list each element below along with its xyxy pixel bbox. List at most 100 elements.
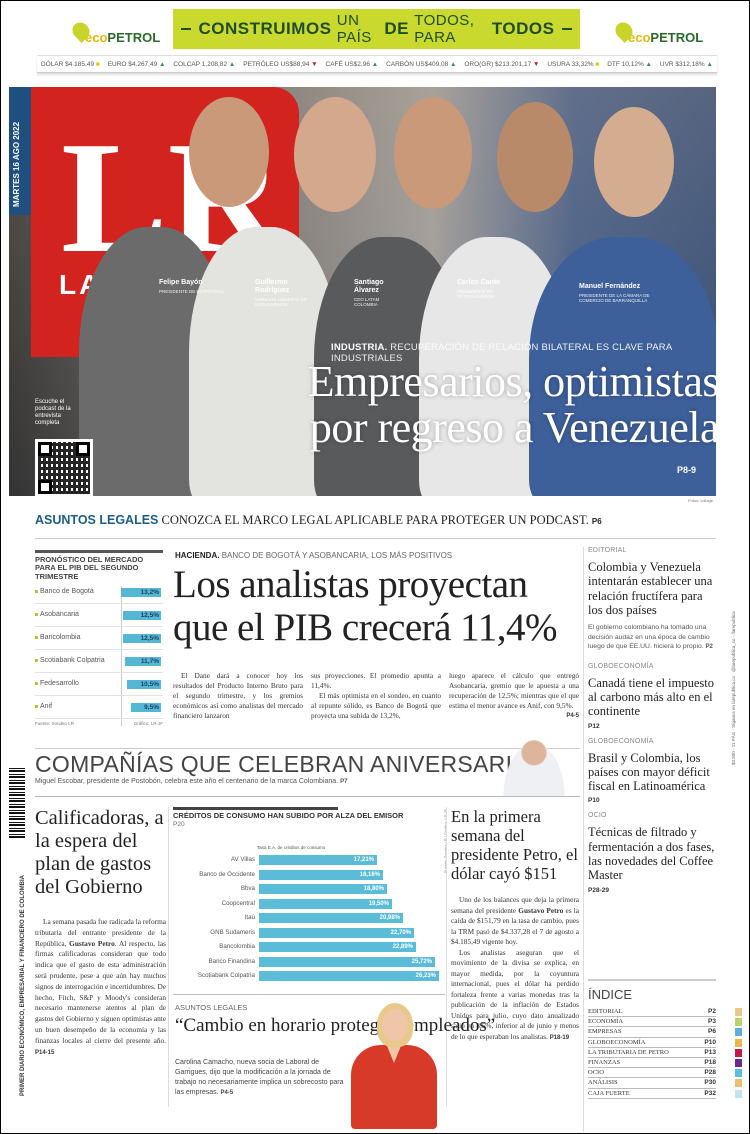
index-row[interactable]: ANÁLISIS P30 xyxy=(588,1078,742,1089)
color-swatch-icon xyxy=(735,1038,742,1047)
up-arrow-icon: ▲ xyxy=(371,60,379,68)
person-caption: Santiago Álvarez CEO LATAM COLOMBIA xyxy=(354,279,384,308)
color-swatch-icon xyxy=(735,1079,742,1088)
right-column: EDITORIAL Colombia y Venezuela intentará… xyxy=(588,547,716,902)
calificadoras-body: La semana pasada fue radicada la reforma… xyxy=(35,917,166,1056)
chart-bar-row: AV Villas 17,21% xyxy=(173,853,443,868)
ticker-item: CAFÉ US$2,96 ▲ xyxy=(325,60,379,68)
ad-banner[interactable]: CONSTRUIMOS UN PAÍS DE TODOS, PARA TODOS xyxy=(173,9,580,49)
person-head xyxy=(294,97,376,212)
edition-tagline: PRIMER DIARIO ECONÓMICO, EMPRESARIAL Y F… xyxy=(20,874,26,1096)
forecast-row: Bancolombia 12,5% xyxy=(35,627,163,650)
person-head xyxy=(394,97,472,209)
page-reference: P8-9 xyxy=(676,465,696,475)
globoeconomia-teaser[interactable]: GLOBOECONOMÍA Canadá tiene el impuesto a… xyxy=(588,662,715,730)
horario-kicker: ASUNTOS LEGALES xyxy=(175,1003,248,1012)
person-head xyxy=(497,102,573,212)
up-arrow-icon: ▲ xyxy=(228,60,236,68)
column-rule xyxy=(583,547,584,1132)
axis-label: Tasa E.A. de créditos de consumo xyxy=(257,845,326,850)
pib-body: El Dane dará a conocer hoy los resultado… xyxy=(173,671,579,720)
index-row[interactable]: ECONOMÍA P3 xyxy=(588,1017,742,1028)
chart-bar-row: Bancolombia 22,89% xyxy=(173,940,443,955)
color-swatch-icon xyxy=(735,1008,742,1016)
dolar-headline[interactable]: En la primera semana del presidente Petr… xyxy=(451,807,578,883)
ticker-item: USURA 33,32% ■ xyxy=(547,60,600,68)
divider xyxy=(35,538,716,539)
horario-headline[interactable]: “Cambio en horario protege a empleados” xyxy=(175,1015,496,1036)
podcast-caption: Escuche el podcast de la entrevista comp… xyxy=(35,399,71,426)
forecast-row: Scotiabank Colpatria 11,7% xyxy=(35,650,163,673)
ticker-item: DTF 10,12% ▲ xyxy=(607,60,652,68)
ticker-item: UVR $312,18% ▲ xyxy=(659,60,713,68)
index-row[interactable]: GLOBOECONOMÍA P10 xyxy=(588,1038,742,1048)
dash-decoration xyxy=(562,28,572,30)
chart-bar-row: GNB Sudameris 22,70% xyxy=(173,926,443,941)
consumer-credit-chart: CRÉDITOS DE CONSUMO HAN SUBIDO POR ALZA … xyxy=(173,807,448,981)
forecast-row: Anif 9,5% xyxy=(35,696,163,719)
editorial-teaser[interactable]: EDITORIAL Colombia y Venezuela intentará… xyxy=(588,547,713,651)
color-swatch-icon xyxy=(735,1028,742,1037)
cover-photo[interactable]: LR LA R MARTES 16 AGO 2022 Felipe BayónP… xyxy=(9,87,716,496)
divider xyxy=(173,994,445,995)
barcode-icon xyxy=(9,766,25,838)
person-caption: Manuel Fernández PRESIDENTE DE LA CÁMARA … xyxy=(579,283,650,304)
portrait-photo xyxy=(345,1001,441,1129)
person-caption: Felipe Bayón PRESIDENTE DE ECOPETROL xyxy=(159,279,225,295)
index-row[interactable]: FINANZAS P18 xyxy=(588,1058,742,1069)
column-rule xyxy=(446,807,447,1107)
globoeconomia-teaser[interactable]: GLOBOECONOMÍA Brasil y Colombia, los paí… xyxy=(588,737,710,805)
portrait-photo xyxy=(499,736,569,796)
color-swatch-icon xyxy=(735,1048,742,1057)
pib-headline[interactable]: Los analistas proyectan que el PIB crece… xyxy=(173,563,557,649)
index-row[interactable]: CAJA FUERTE P32 xyxy=(588,1089,742,1099)
person-head xyxy=(594,107,674,217)
person-silhouette xyxy=(529,237,716,496)
chart-bar-row: Coopcentral 19,50% xyxy=(173,897,443,912)
photo-credit: Fotos: collage xyxy=(688,498,713,503)
ocio-teaser[interactable]: OCIO Técnicas de filtrado y fermentación… xyxy=(588,812,715,894)
index-table: ÍNDICE EDITORIAL P2 ECONOMÍA P3 EMPRESAS P6… xyxy=(588,979,742,1099)
price-social-info: $3.500 · 11 PÁG · Síganos en larepublica… xyxy=(731,611,736,765)
color-swatch-icon xyxy=(735,1089,742,1098)
ticker-item: DÓLAR $4.185,49 ■ xyxy=(40,60,100,68)
aniversarios-subtitle: Miguel Escobar, presidente de Postobón, … xyxy=(35,778,348,785)
ticker-item: COLCAP 1.208,82 ▲ xyxy=(173,60,236,68)
down-arrow-icon: ▼ xyxy=(311,60,318,68)
index-row[interactable]: LA TRIBUTARIA DE PETRO P13 xyxy=(588,1048,742,1058)
divider xyxy=(35,796,580,797)
index-row[interactable]: EDITORIAL P2 xyxy=(588,1007,742,1018)
flat-indicator-icon: ■ xyxy=(595,60,600,68)
forecast-row: Fedesarrollo 10,5% xyxy=(35,673,163,696)
pib-kicker: HACIENDA. BANCO DE BOGOTÁ Y ASOBANCARIA,… xyxy=(175,551,453,560)
person-caption: Guillermo Rodríguez GERENTE GENERAL DE MO… xyxy=(255,279,307,308)
column-rule xyxy=(168,807,169,1107)
calificadoras-headline[interactable]: Calificadoras, a la espera del plan de g… xyxy=(35,807,164,898)
gdp-forecast-table: PRONÓSTICO DEL MERCADO PARA EL PIB DEL S… xyxy=(35,550,163,726)
cover-kicker: INDUSTRIA. RECUPERACIÓN DE RELACIÓN BILA… xyxy=(331,342,672,364)
color-swatch-icon xyxy=(735,1069,742,1078)
ecopetrol-logo-left: eco PETROL xyxy=(68,18,160,51)
chart-bar-row: Banco Finandina 25,72% xyxy=(173,955,443,970)
forecast-row: Banco de Bogotá 13,2% xyxy=(35,581,163,604)
forecast-row: Asobancaria 12,5% xyxy=(35,604,163,627)
index-row[interactable]: EMPRESAS P6 xyxy=(588,1027,742,1038)
index-row[interactable]: OCIO P28 xyxy=(588,1068,742,1079)
up-arrow-icon: ▲ xyxy=(706,60,713,68)
color-swatch-icon xyxy=(735,1058,742,1067)
up-arrow-icon: ▲ xyxy=(159,60,166,68)
up-arrow-icon: ▲ xyxy=(645,60,652,68)
person-caption: Carlos Cante PRESIDENTE DE PETROLCARBÓN xyxy=(457,279,501,300)
legal-teaser[interactable]: ASUNTOS LEGALES CONOZCA EL MARCO LEGAL A… xyxy=(35,513,602,527)
dash-decoration xyxy=(181,28,191,30)
dolar-body: Uno de los balances que deja la primera … xyxy=(451,895,579,1041)
ticker-item: EURO $4.267,49 ▲ xyxy=(107,60,166,68)
down-arrow-icon: ▼ xyxy=(533,60,540,68)
aniversarios-headline[interactable]: COMPAÑÍAS QUE CELEBRAN ANIVERSARIOS xyxy=(35,751,547,777)
market-ticker: DÓLAR $4.185,49 ■ EURO $4.267,49 ▲ COLCA… xyxy=(37,55,717,73)
ticker-item: ORO(GR) $213.201,17 ▼ xyxy=(464,60,540,68)
date-bar: MARTES 16 AGO 2022 xyxy=(9,87,31,215)
qr-code-icon[interactable] xyxy=(35,439,93,496)
cover-headline[interactable]: Empresarios, optimistas por regreso a Ve… xyxy=(307,357,716,452)
